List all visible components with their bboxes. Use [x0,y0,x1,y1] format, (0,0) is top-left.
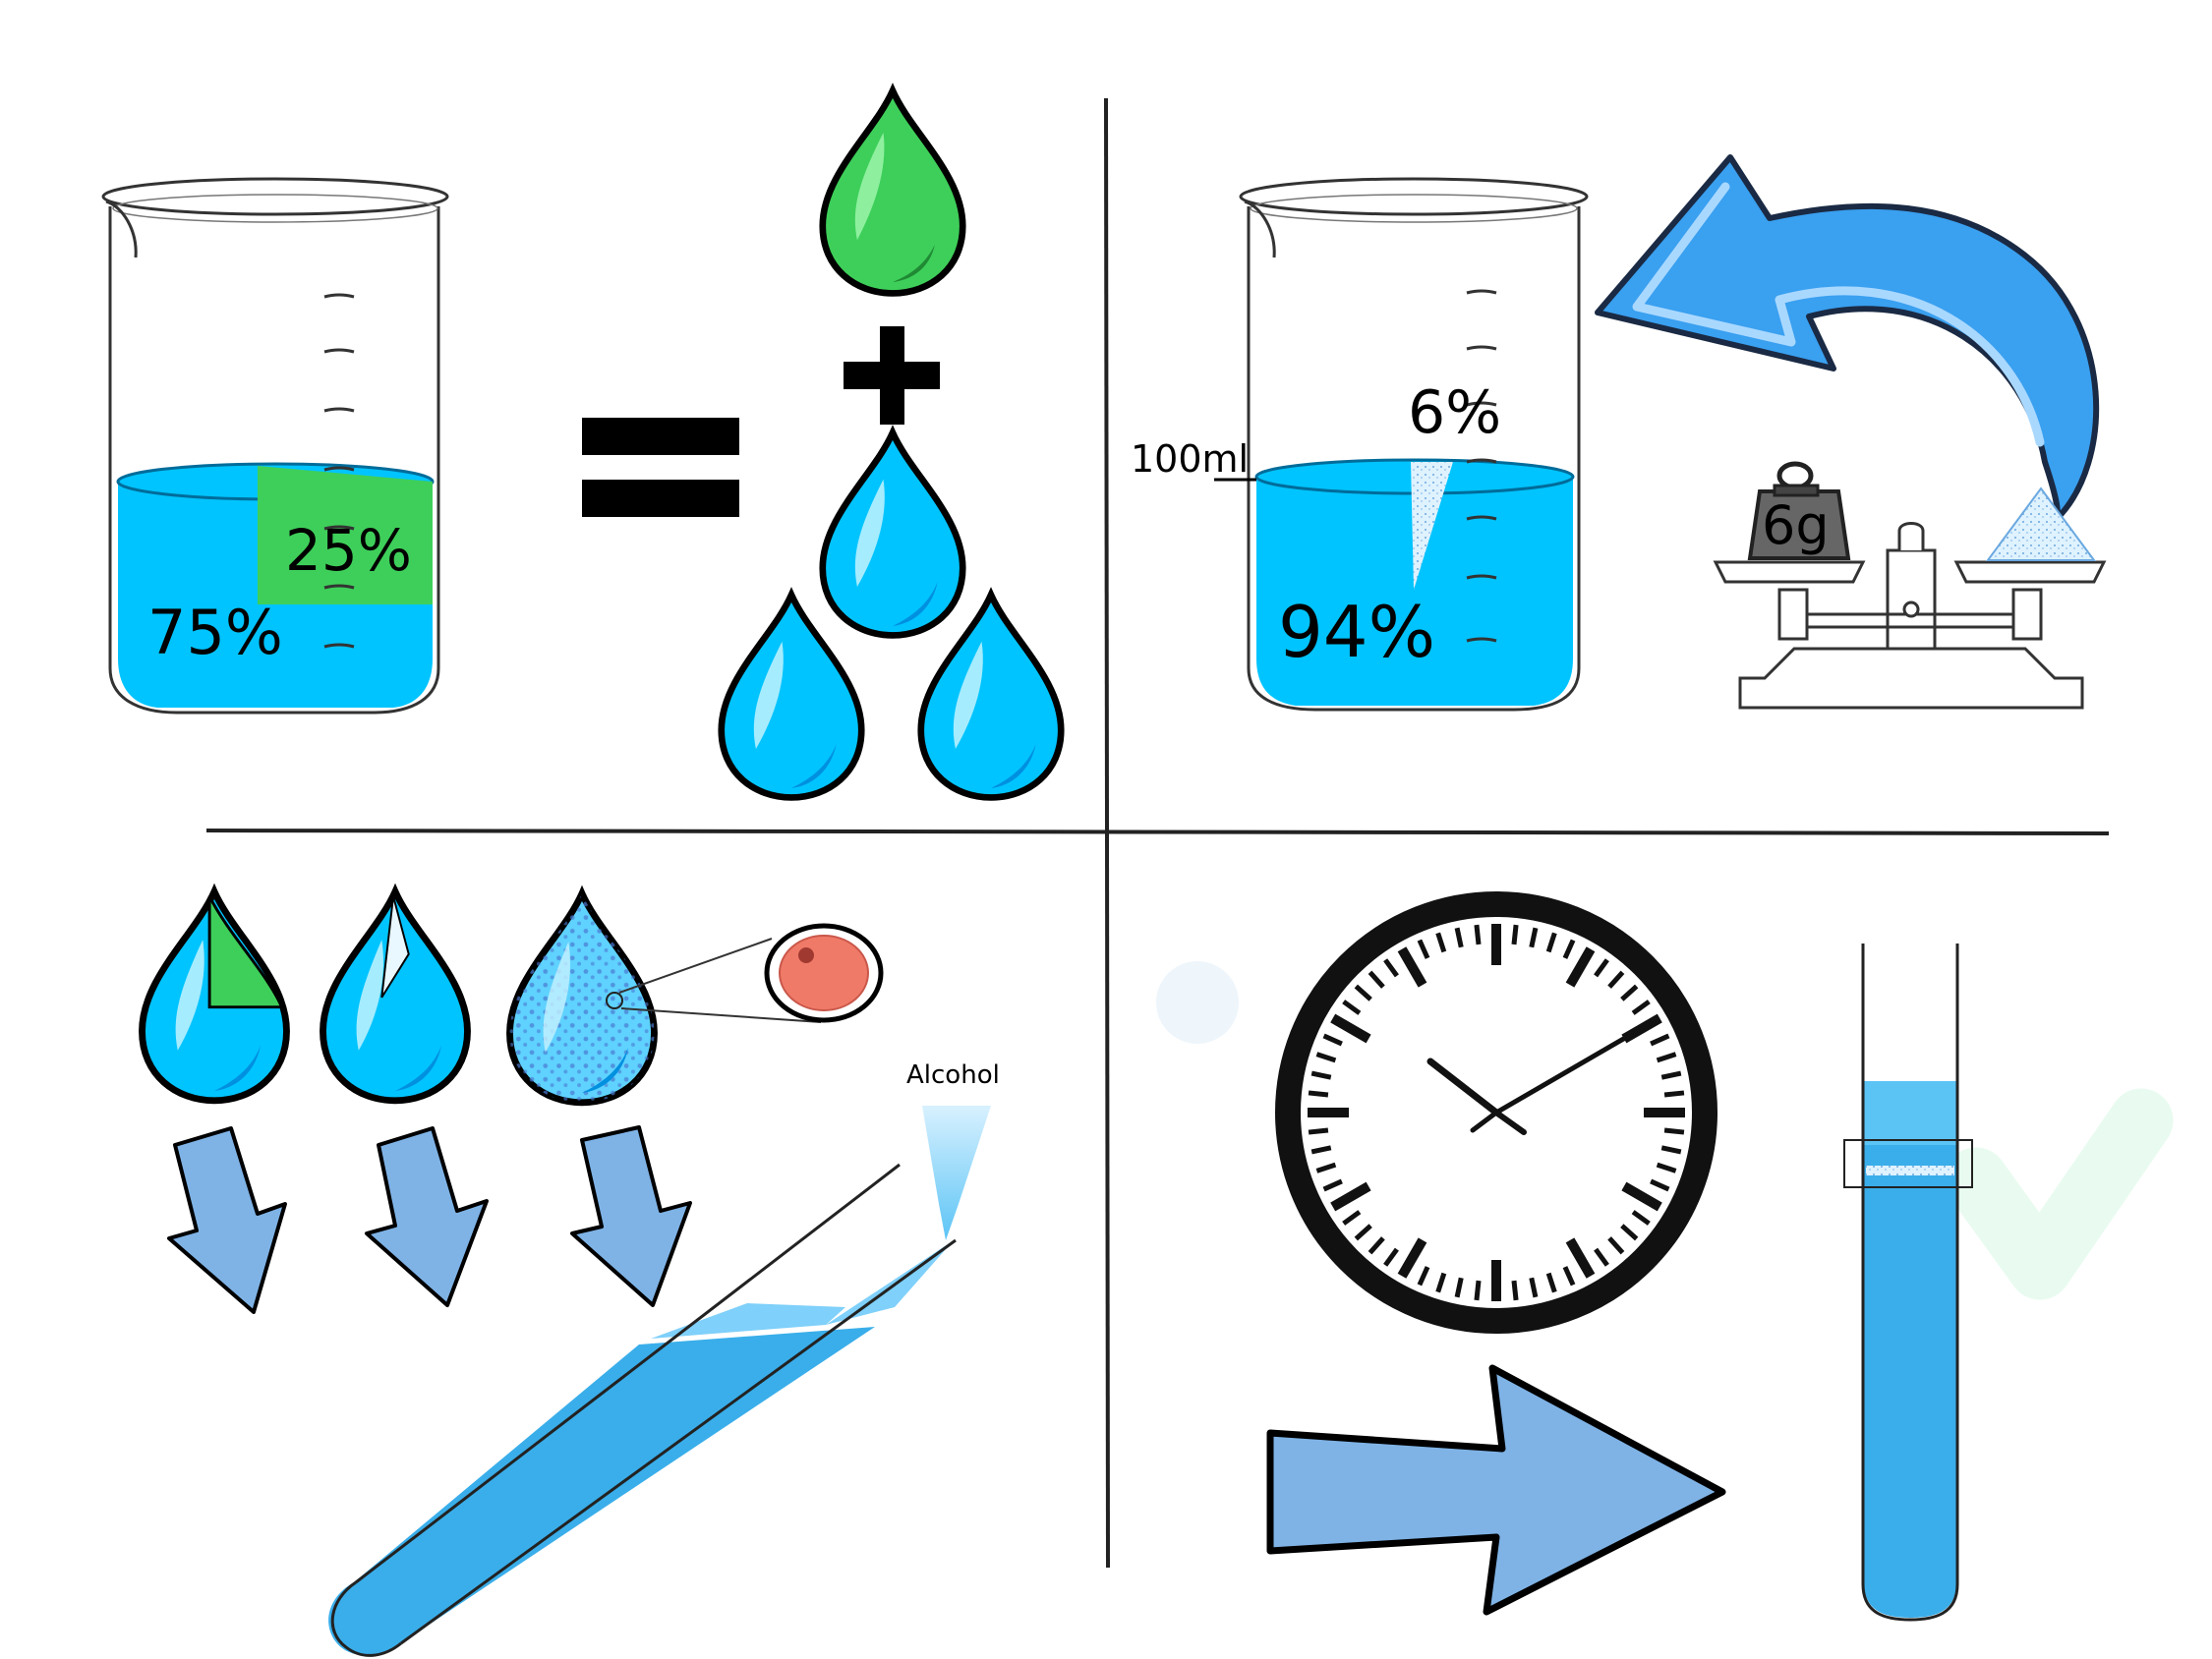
blue-drop-icon [823,432,963,635]
clock-minute-tick [1354,1224,1372,1241]
salt-pile-icon [1986,486,2096,561]
clock-minute-tick [1656,1052,1677,1063]
clock-minute-tick [1310,1070,1332,1080]
clock-minute-tick [1315,1162,1337,1173]
panel-1-mixture: 75% 25% [101,90,1062,797]
blue-drop-icon [722,595,862,797]
clock-hour-tick [1330,1013,1371,1044]
blue-drop-icon [921,595,1062,797]
clock-minute-tick [1529,927,1539,948]
arrow-icon [570,1125,692,1307]
clock-minute-tick [1594,1247,1609,1267]
cell-icon [779,935,869,1011]
cell-magnifier [606,923,884,1023]
label-water-percent: 75% [147,597,283,668]
clock-minute-tick [1663,1127,1685,1135]
clock-minute-tick [1383,1247,1399,1267]
clock-minute-tick [1529,1277,1539,1298]
divider-horizontal [205,829,2110,835]
clock-minute-tick [1620,984,1639,1001]
beaker-icon [1239,177,1589,712]
clock-minute-tick [1631,1000,1651,1015]
arrow-icon [167,1126,287,1314]
curved-arrow-icon [1595,154,2100,522]
clock-minute-tick [1620,1224,1639,1241]
panel-4-separation [1156,891,2174,1622]
clock-minute-tick [1368,970,1385,989]
clock-hour-tick [1397,1237,1427,1279]
clock-minute-tick [1656,1162,1677,1173]
weight-icon [1747,461,1851,560]
panel-2-solution: 100ml 6% 94% 6g [1131,154,2107,712]
clock-minute-tick [1417,939,1430,959]
label-extract-percent: 25% [285,517,412,584]
label-solute-percent: 6% [1408,378,1501,447]
arrow-icon [1266,1364,1726,1616]
label-alcohol: Alcohol [906,1060,1000,1090]
clock-minute-tick [1454,1277,1464,1298]
drop-with-cells-icon [510,893,655,1103]
clock-minute-tick [1322,1033,1343,1047]
clock-minute-tick [1308,1127,1329,1135]
clock-minute-tick [1354,984,1372,1001]
clock-minute-tick [1308,1090,1329,1098]
test-tube-icon [328,1163,957,1657]
alcohol-spray [922,1106,991,1240]
drop-with-extract-icon [143,891,287,1101]
clock-minute-tick [1607,1236,1625,1255]
clock-minute-tick [1474,924,1482,945]
clock-minute-tick [1650,1178,1670,1192]
clock-icon [1275,891,1717,1334]
faint-check-decor [1944,1088,2174,1300]
faint-circle-decor [1156,961,1239,1044]
arrow-icon [365,1126,489,1307]
clock-minute-tick [1342,1210,1362,1226]
clock-minute-tick [1511,924,1519,945]
clock-minute-tick [1310,1145,1332,1155]
clock-minute-tick [1383,958,1399,978]
test-tube-icon [1843,944,1973,1622]
drop-with-solute-icon [323,891,468,1101]
clock-minute-tick [1322,1178,1343,1192]
clock-minute-tick [1562,1266,1576,1287]
clock-minute-tick [1454,927,1464,948]
clock-minute-tick [1474,1280,1482,1301]
plus-icon [844,326,940,425]
balance-scale-icon [1713,522,2107,710]
weight-label: 6g [1762,494,1830,556]
panel-3-extraction: Alcohol [143,891,1000,1657]
label-solvent-percent: 94% [1278,591,1435,673]
clock-minute-tick [1607,970,1625,989]
clock-minute-tick [1315,1052,1337,1063]
clock-minute-tick [1435,1272,1447,1293]
clock-minute-tick [1417,1266,1430,1287]
label-volume: 100ml [1131,437,1249,481]
clock-minute-tick [1562,939,1576,959]
clock-minute-tick [1511,1280,1519,1301]
clock-minute-tick [1545,1272,1557,1293]
clock-hour-tick [1565,1237,1596,1279]
clock-minute-tick [1594,958,1609,978]
clock-minute-tick [1368,1236,1385,1255]
clock-minute-tick [1435,932,1447,953]
clock-minute-tick [1342,1000,1362,1015]
beaker-icon [101,177,449,715]
clock-hour-tick [1330,1181,1371,1212]
band-highlight [1843,1139,1973,1188]
clock-minute-tick [1545,932,1557,953]
green-drop-icon [823,90,963,293]
clock-minute-tick [1663,1090,1685,1098]
equals-icon [582,418,739,517]
clock-hour-tick [1397,946,1427,988]
clock-hour-tick [1621,1181,1662,1212]
clock-minute-tick [1660,1145,1682,1155]
clock-minute-tick [1631,1210,1651,1226]
clock-minute-tick [1660,1070,1682,1080]
clock-minute-tick [1650,1033,1670,1047]
clock-hour-tick [1565,946,1596,988]
